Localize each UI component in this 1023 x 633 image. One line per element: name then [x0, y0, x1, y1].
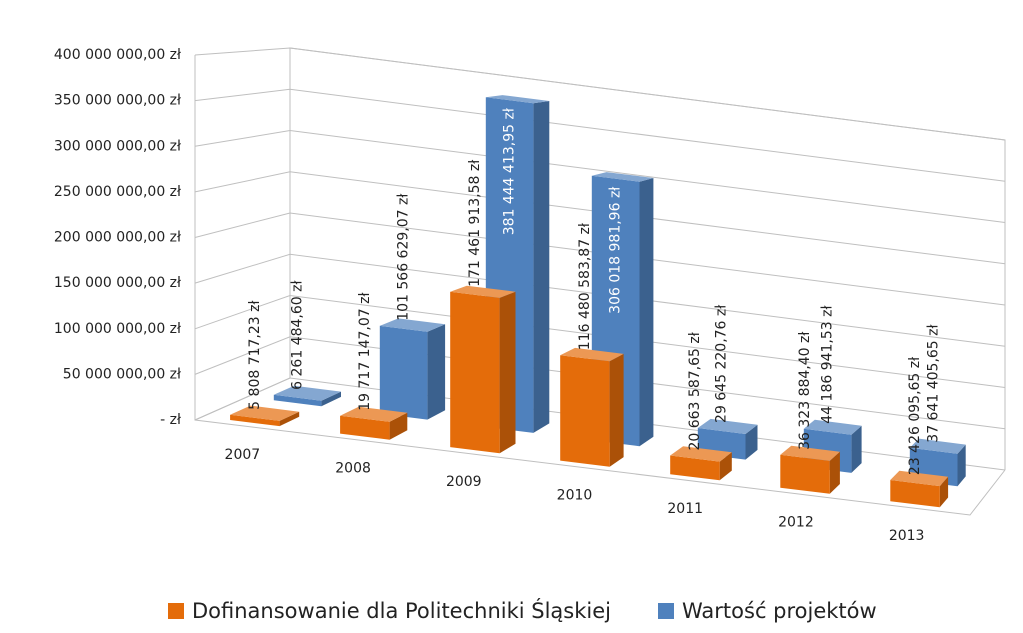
- value-label: 306 018 981,96 zł: [608, 187, 624, 314]
- bar: [890, 470, 949, 508]
- value-label: 171 461 913,58 zł: [467, 160, 483, 287]
- grid-line: [194, 129, 1006, 223]
- value-label: 29 645 220,76 zł: [714, 305, 730, 423]
- grid-line: [194, 377, 1006, 471]
- value-label: 44 186 941,53 zł: [820, 305, 836, 423]
- x-tick-label: 2008: [335, 460, 371, 476]
- value-label: 20 663 587,65 zł: [687, 332, 703, 450]
- legend-label: Dofinansowanie dla Politechniki Śląskiej: [192, 598, 611, 623]
- grid-line: [194, 88, 1006, 182]
- value-label: 19 717 147,07 zł: [357, 293, 373, 411]
- x-tick-label: 2013: [889, 528, 925, 544]
- x-tick-label: 2009: [446, 474, 482, 490]
- value-label: 6 261 484,60 zł: [290, 281, 306, 390]
- grid-line: [194, 212, 1006, 306]
- y-tick-label: 100 000 000,00 zł: [54, 321, 181, 337]
- grid-line: [194, 47, 1006, 141]
- x-tick-label: 2012: [778, 515, 814, 531]
- y-tick-label: 200 000 000,00 zł: [54, 230, 181, 246]
- y-tick-label: 350 000 000,00 zł: [54, 93, 181, 109]
- bar: [450, 285, 516, 454]
- bar: [670, 446, 732, 481]
- x-tick-label: 2010: [557, 488, 593, 504]
- value-label: 37 641 405,65 zł: [926, 324, 942, 442]
- grid-line: [194, 294, 1006, 388]
- legend-label: Wartość projektów: [682, 599, 877, 623]
- bar: [340, 406, 408, 440]
- bar: [379, 318, 446, 420]
- grid-line: [194, 253, 1006, 347]
- y-tick-label: 50 000 000,00 zł: [63, 366, 181, 382]
- x-tick-label: 2007: [225, 447, 261, 463]
- legend-swatch: [658, 603, 674, 619]
- y-tick-label: - zł: [160, 412, 181, 428]
- value-label: 36 323 884,40 zł: [797, 332, 813, 450]
- y-tick-label: 250 000 000,00 zł: [54, 184, 181, 200]
- x-tick-label: 2011: [667, 501, 703, 517]
- bar: [780, 445, 840, 494]
- value-label: 381 444 413,95 zł: [502, 108, 518, 235]
- value-label: 116 480 583,87 zł: [577, 223, 593, 350]
- bar: [230, 405, 300, 427]
- legend-swatch: [168, 603, 184, 619]
- bar: [273, 385, 341, 407]
- value-label: 101 566 629,07 zł: [396, 194, 412, 321]
- bar: [560, 347, 624, 467]
- grid-line: [194, 336, 1006, 430]
- value-label: 5 808 717,23 zł: [247, 300, 263, 409]
- grid-line: [194, 171, 1006, 265]
- value-label: 23 426 095,65 zł: [907, 357, 923, 475]
- y-tick-label: 300 000 000,00 zł: [54, 138, 181, 154]
- y-tick-label: 150 000 000,00 zł: [54, 275, 181, 291]
- y-tick-label: 400 000 000,00 zł: [54, 47, 181, 63]
